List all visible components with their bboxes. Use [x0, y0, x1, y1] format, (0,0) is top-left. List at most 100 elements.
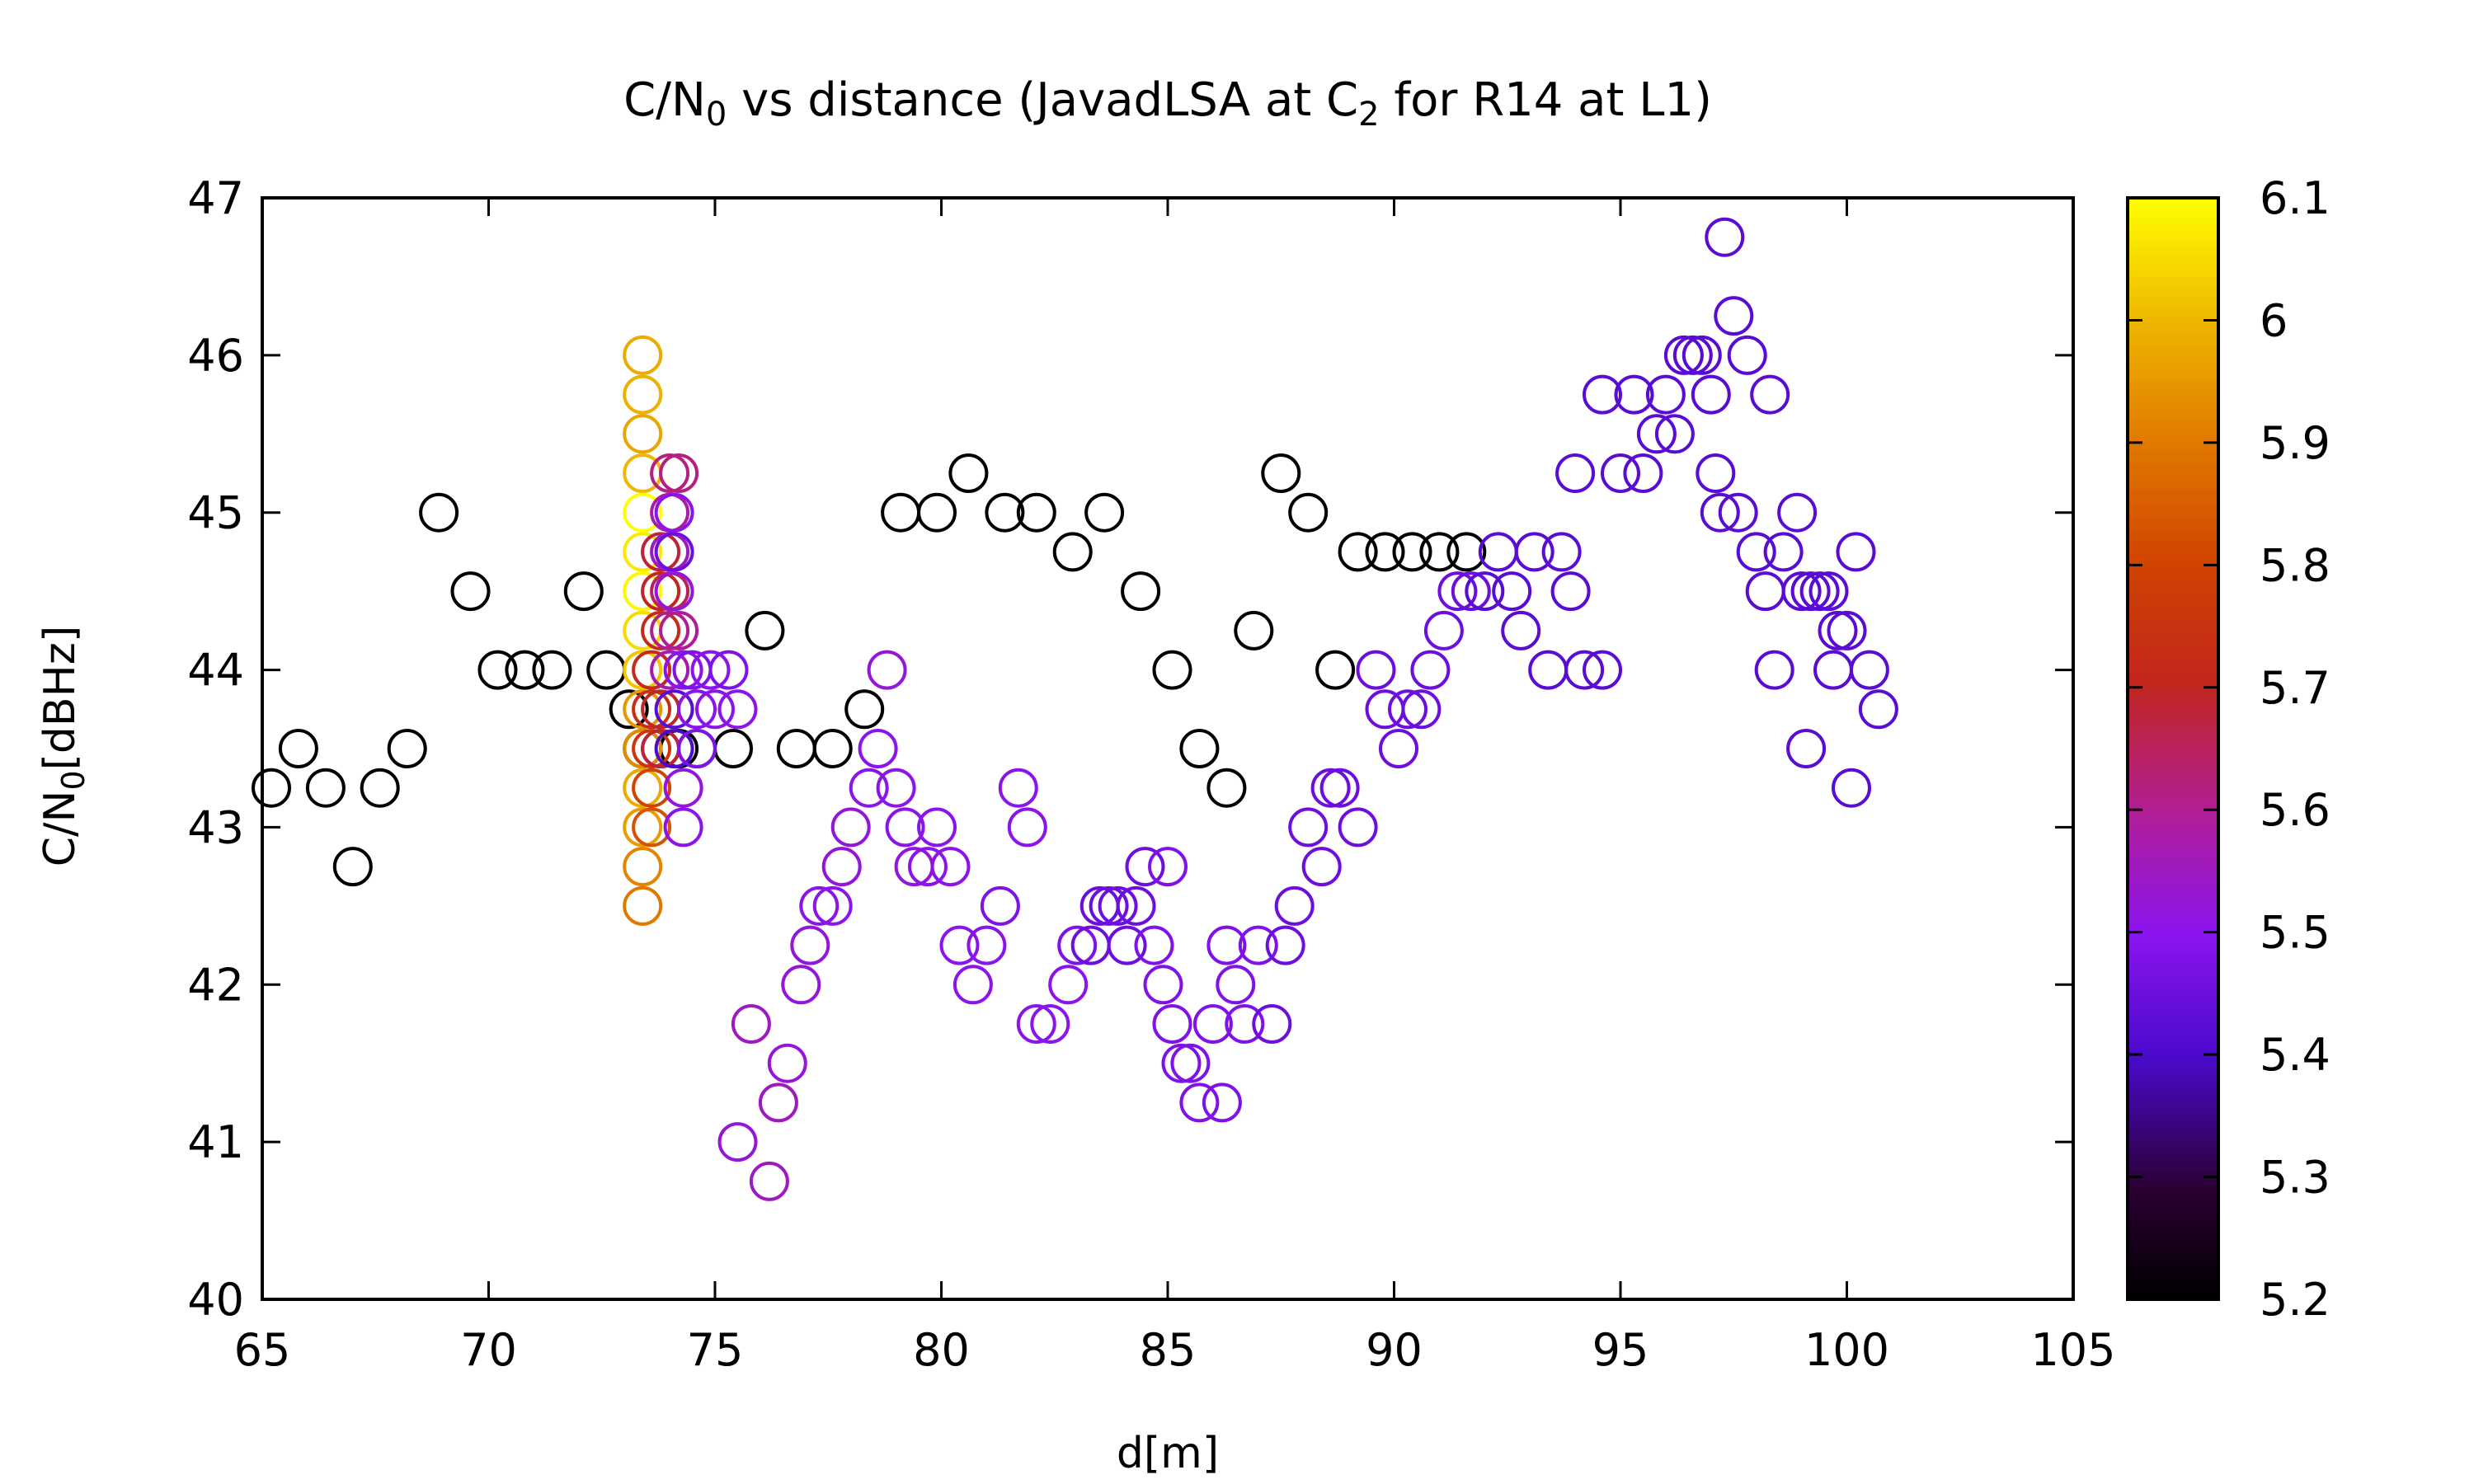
data-point — [650, 650, 690, 690]
data-point — [641, 571, 681, 612]
x-tick-label: 80 — [913, 1324, 970, 1376]
data-point — [663, 807, 703, 848]
data-point — [1016, 1004, 1056, 1044]
data-point — [690, 650, 731, 690]
data-point — [1832, 768, 1871, 808]
data-point — [1315, 650, 1356, 690]
data-point — [1365, 532, 1405, 572]
data-point — [1696, 453, 1736, 493]
data-point — [663, 768, 703, 808]
data-point — [659, 453, 699, 493]
data-point — [1700, 492, 1740, 533]
data-point — [1745, 571, 1785, 612]
data-point — [278, 729, 318, 768]
data-point — [1808, 571, 1849, 612]
data-point — [677, 729, 717, 768]
colorbar-tick-label: 5.7 — [2260, 662, 2331, 714]
data-point — [1401, 689, 1442, 730]
data-point — [1827, 610, 1867, 650]
points-layer — [252, 217, 1898, 1201]
data-point — [1583, 374, 1622, 415]
data-point — [1338, 532, 1378, 572]
y-tick-label: 44 — [187, 645, 244, 697]
data-point — [1818, 610, 1858, 650]
ticks-layer: 65 70 75 80 85 90 95 100 105 40 41 42 43 44 45 46 47 — [187, 172, 2115, 1376]
x-tick-label: 85 — [1140, 1324, 1197, 1376]
data-point — [609, 689, 649, 730]
data-point — [1319, 768, 1360, 808]
data-point — [1654, 414, 1695, 454]
x-tick-label: 105 — [2030, 1324, 2115, 1376]
data-point — [1161, 1043, 1202, 1083]
colorbar-tick-label: 5.3 — [2260, 1152, 2331, 1204]
data-point — [1790, 571, 1831, 612]
data-point — [623, 885, 663, 926]
data-point — [419, 492, 459, 533]
data-point — [1301, 847, 1342, 887]
data-point — [1206, 925, 1247, 965]
data-point — [654, 689, 694, 730]
data-point — [623, 335, 663, 375]
data-point — [623, 571, 663, 612]
data-point — [623, 768, 663, 808]
data-point — [1148, 847, 1188, 887]
data-point — [1225, 1004, 1265, 1044]
data-point — [767, 1043, 807, 1083]
data-point — [830, 807, 871, 848]
data-point — [1555, 453, 1596, 493]
data-point — [1192, 1004, 1233, 1044]
data-point — [450, 571, 491, 612]
colorbar-tick-label: 6.1 — [2260, 172, 2331, 224]
data-point — [1601, 453, 1640, 493]
data-point — [1754, 650, 1794, 690]
colorbar-tick-label: 5.9 — [2260, 417, 2331, 469]
data-point — [1423, 610, 1464, 650]
data-point — [1718, 492, 1758, 533]
data-point — [1152, 1004, 1192, 1044]
data-point — [1636, 414, 1677, 454]
colorbar-tick-label: 5.4 — [2260, 1029, 2331, 1081]
data-point — [650, 610, 690, 650]
data-point — [1234, 610, 1274, 650]
colorbar — [2126, 196, 2220, 1301]
y-tick-label: 41 — [187, 1116, 244, 1168]
data-point — [821, 847, 862, 887]
data-point — [1849, 650, 1889, 690]
data-point — [641, 610, 681, 650]
data-point — [654, 729, 694, 768]
y-tick-label: 40 — [187, 1274, 244, 1326]
data-point — [1089, 885, 1129, 926]
data-point — [1451, 571, 1491, 612]
data-point — [1098, 885, 1138, 926]
data-point — [1252, 1004, 1292, 1044]
data-point — [745, 610, 785, 650]
data-point — [623, 532, 663, 572]
data-point — [1858, 689, 1898, 730]
data-point — [908, 847, 948, 887]
data-point — [1672, 335, 1713, 375]
data-point — [1356, 650, 1396, 690]
data-point — [1614, 374, 1654, 415]
data-point — [1836, 532, 1876, 572]
data-point — [985, 492, 1025, 533]
data-point — [1528, 650, 1569, 690]
data-point — [867, 650, 907, 690]
colorbar-tick-label: 5.8 — [2260, 539, 2331, 591]
data-point — [1206, 768, 1247, 808]
data-point — [713, 729, 753, 768]
x-tick-label: 90 — [1366, 1324, 1423, 1376]
data-point — [654, 492, 694, 533]
data-point — [1727, 335, 1767, 375]
data-point — [632, 729, 672, 768]
data-point — [749, 1161, 789, 1201]
data-point — [1216, 965, 1256, 1005]
data-point — [650, 453, 690, 493]
data-point — [563, 571, 604, 612]
data-point — [1274, 885, 1315, 926]
data-point — [708, 650, 749, 690]
data-point — [623, 729, 663, 768]
data-point — [659, 610, 699, 650]
data-point — [586, 650, 627, 690]
data-point — [1288, 807, 1329, 848]
